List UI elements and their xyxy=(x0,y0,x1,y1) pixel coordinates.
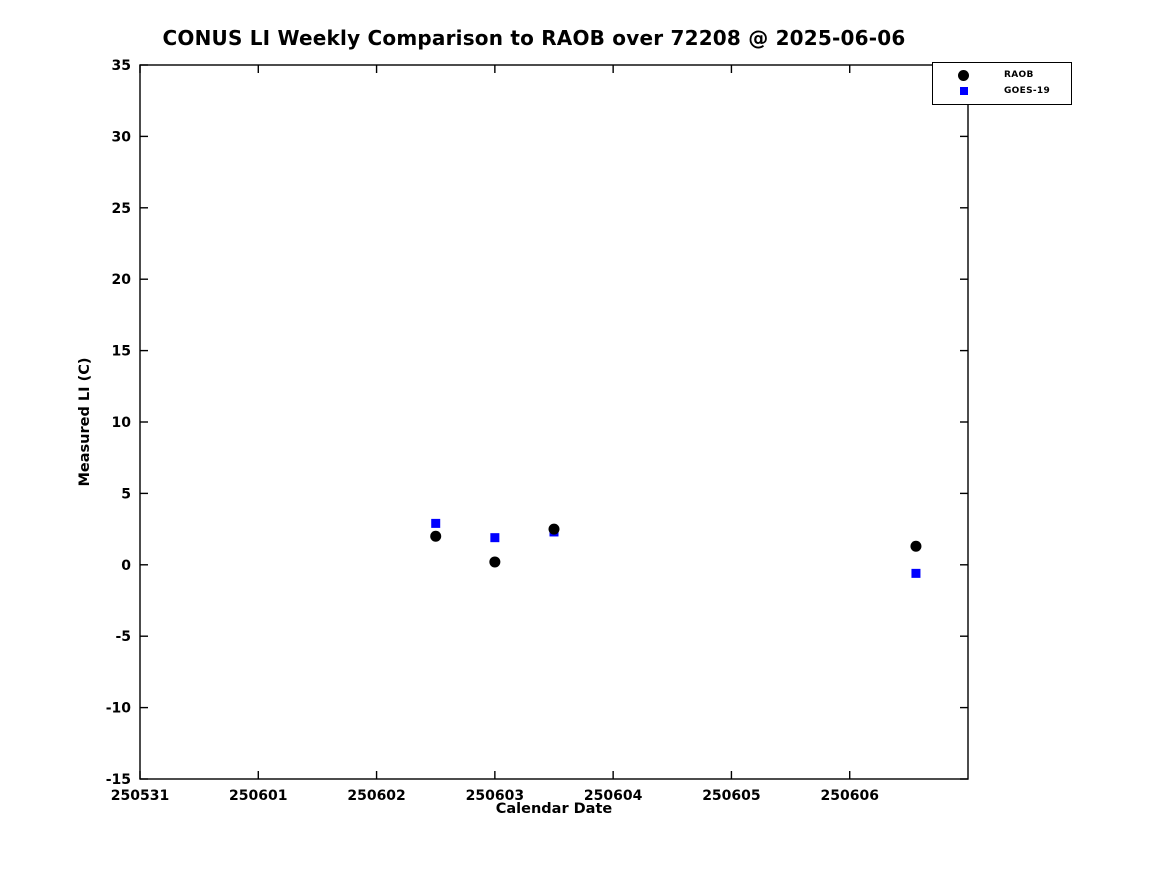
legend-label-goes19: GOES-19 xyxy=(1004,86,1051,96)
y-tick-label: 35 xyxy=(112,58,131,74)
y-tick-label: 20 xyxy=(112,272,132,288)
raob-point xyxy=(910,540,922,552)
black-circle-icon xyxy=(958,69,969,81)
legend-entry-raob: RAOB xyxy=(933,67,1071,83)
y-tick-label: 15 xyxy=(112,344,131,360)
legend: RAOB GOES-19 xyxy=(932,62,1072,105)
x-tick-label: 250601 xyxy=(229,788,287,804)
blue-square-icon xyxy=(959,87,968,95)
raob-point xyxy=(548,523,560,535)
goes-19-point xyxy=(431,518,441,528)
y-tick-label: 25 xyxy=(112,201,131,217)
y-tick-label: 0 xyxy=(121,558,131,574)
y-tick-label: -5 xyxy=(115,629,131,645)
y-tick-label: 10 xyxy=(112,415,132,431)
legend-label-raob: RAOB xyxy=(1004,70,1034,80)
x-tick-label: 250602 xyxy=(347,788,405,804)
x-tick-label: 250603 xyxy=(466,788,524,804)
legend-entry-goes19: GOES-19 xyxy=(933,83,1071,99)
x-tick-label: 250604 xyxy=(584,788,643,804)
raob-point xyxy=(430,530,442,542)
y-tick-label: 30 xyxy=(112,129,132,145)
goes-19-point xyxy=(490,533,500,543)
chart-title: CONUS LI Weekly Comparison to RAOB over … xyxy=(162,26,906,50)
x-tick-label: 250531 xyxy=(111,788,169,804)
goes-19-point xyxy=(911,568,921,578)
y-tick-label: -10 xyxy=(106,701,132,717)
y-tick-label: 5 xyxy=(121,486,131,502)
y-tick-label: -15 xyxy=(106,772,131,788)
x-tick-label: 250606 xyxy=(820,788,878,804)
raob-point xyxy=(489,556,501,568)
x-tick-label: 250605 xyxy=(702,788,760,804)
plot-box xyxy=(139,64,969,780)
goes19-legend-marker-icon xyxy=(957,85,970,98)
raob-legend-marker-icon xyxy=(957,69,970,82)
x-axis-label: Calendar Date xyxy=(495,801,613,817)
